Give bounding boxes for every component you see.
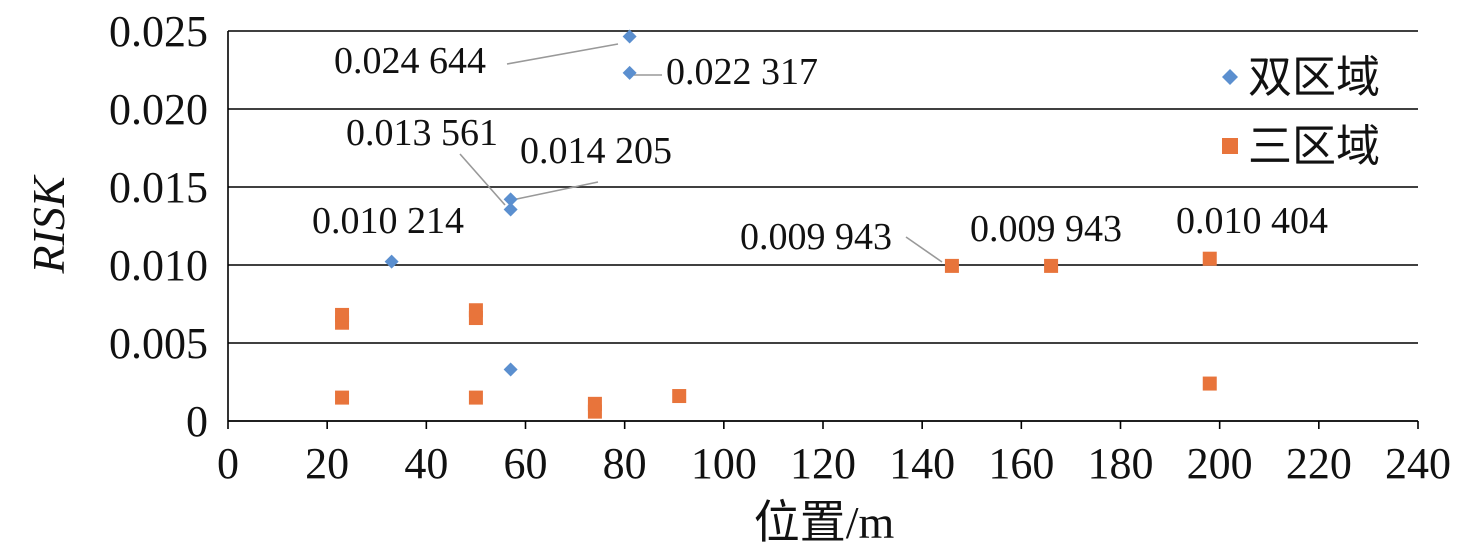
square-marker — [335, 390, 350, 405]
legend-label: 双区域 — [1248, 52, 1380, 103]
x-tick-labels: 0 20 40 60 80 100 120 140 160 180 200 220 240 — [217, 439, 1451, 488]
y-tick-label: 0.010 — [109, 241, 208, 290]
data-label: 0.010 214 — [312, 200, 464, 242]
data-labels: 0.024 644 0.022 317 0.013 561 0.014 205 0.01… — [312, 40, 1328, 258]
x-tick-label: 220 — [1286, 439, 1352, 488]
x-tick-label: 80 — [603, 439, 647, 488]
y-tick-label: 0.005 — [109, 319, 208, 368]
square-marker — [468, 390, 483, 405]
square-marker — [587, 396, 602, 411]
square-marker — [468, 303, 483, 318]
leader-line — [459, 153, 506, 206]
axes — [227, 31, 1419, 429]
data-label: 0.010 404 — [1176, 200, 1328, 242]
x-tick-label: 40 — [404, 439, 448, 488]
data-label: 0.009 943 — [970, 208, 1122, 250]
annotation-leaders — [459, 43, 943, 263]
y-tick-label: 0.015 — [109, 163, 208, 212]
diamond-marker — [622, 29, 637, 44]
leader-line — [905, 236, 943, 263]
data-label: 0.024 644 — [334, 40, 486, 82]
square-marker — [1202, 251, 1217, 266]
square-marker — [944, 258, 959, 273]
legend-label: 三区域 — [1248, 121, 1380, 172]
x-tick-label: 160 — [988, 439, 1054, 488]
data-label: 0.009 943 — [740, 216, 892, 258]
leader-line — [506, 43, 619, 65]
x-tick-label: 200 — [1187, 439, 1253, 488]
x-tick-label: 180 — [1088, 439, 1154, 488]
data-label: 0.013 561 — [346, 112, 498, 154]
y-tick-label: 0.020 — [109, 85, 208, 134]
data-label: 0.022 317 — [666, 51, 818, 93]
diamond-marker — [503, 362, 518, 377]
square-marker — [1202, 376, 1217, 391]
legend-marker — [1222, 138, 1238, 154]
x-tick-label: 240 — [1385, 439, 1451, 488]
data-points — [335, 29, 1217, 419]
square-marker — [335, 307, 350, 322]
y-tick-label: 0 — [186, 397, 208, 446]
diamond-marker — [503, 192, 518, 207]
y-tick-labels: 0 0.005 0.010 0.015 0.020 0.025 — [109, 7, 208, 446]
square-marker — [672, 389, 687, 404]
x-tick-label: 140 — [889, 439, 955, 488]
x-tick-label: 100 — [691, 439, 757, 488]
x-tick-label: 0 — [217, 439, 239, 488]
x-tick-label: 20 — [305, 439, 349, 488]
x-tick-label: 60 — [504, 439, 548, 488]
y-tick-label: 0.025 — [109, 7, 208, 56]
legend-marker — [1222, 69, 1238, 85]
diamond-marker — [622, 65, 637, 80]
leader-line — [511, 181, 599, 201]
y-axis-title: RISK — [23, 174, 74, 274]
diamond-marker — [384, 254, 399, 269]
diamond-marker — [503, 202, 518, 217]
square-marker — [1044, 258, 1059, 273]
x-axis-title: 位置/m — [754, 497, 895, 548]
x-tick-label: 120 — [790, 439, 856, 488]
data-label: 0.014 205 — [520, 130, 672, 172]
